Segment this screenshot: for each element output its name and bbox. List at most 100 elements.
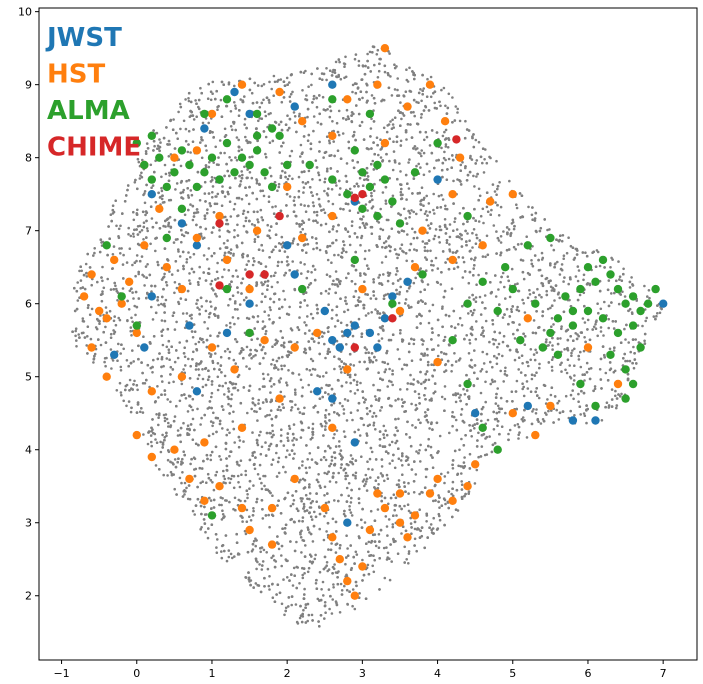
- background-point: [388, 52, 391, 55]
- background-point: [325, 371, 328, 375]
- background-point: [135, 384, 139, 387]
- background-point: [79, 279, 83, 282]
- background-point: [223, 393, 226, 396]
- background-point: [484, 319, 488, 323]
- background-point: [472, 174, 475, 178]
- background-point: [258, 477, 262, 481]
- background-point: [599, 307, 603, 311]
- background-point: [282, 80, 286, 83]
- background-point: [377, 69, 381, 73]
- background-point: [100, 299, 104, 303]
- background-point: [385, 546, 388, 549]
- background-point: [245, 345, 249, 349]
- background-point: [162, 413, 166, 417]
- background-point: [199, 481, 202, 485]
- background-point: [145, 227, 149, 230]
- background-point: [181, 312, 185, 315]
- background-point: [594, 265, 598, 269]
- background-point: [437, 194, 441, 198]
- background-point: [532, 353, 536, 356]
- background-point: [258, 387, 261, 391]
- background-point: [421, 240, 425, 243]
- background-point: [371, 159, 375, 163]
- background-point: [374, 544, 378, 548]
- background-point: [391, 369, 394, 373]
- background-point: [191, 397, 195, 401]
- background-point: [212, 161, 215, 164]
- background-point: [403, 504, 406, 508]
- background-point: [206, 472, 210, 476]
- background-point: [426, 421, 430, 424]
- background-point: [203, 505, 206, 509]
- background-point: [244, 268, 247, 271]
- background-point: [264, 155, 268, 159]
- background-point: [112, 319, 116, 323]
- background-point: [283, 613, 286, 617]
- background-point: [403, 545, 407, 549]
- background-point: [499, 205, 503, 209]
- background-point: [442, 156, 446, 160]
- background-point: [354, 474, 357, 478]
- background-point: [271, 429, 275, 433]
- background-point: [481, 350, 485, 354]
- background-point: [501, 316, 505, 319]
- background-point: [559, 363, 562, 367]
- background-point: [128, 247, 132, 250]
- background-point: [475, 233, 478, 237]
- background-point: [583, 336, 586, 339]
- background-point: [209, 454, 212, 457]
- background-point: [345, 419, 349, 422]
- background-point: [628, 359, 632, 363]
- background-point: [276, 535, 279, 538]
- background-point: [112, 210, 116, 214]
- background-point: [491, 322, 495, 326]
- background-point: [149, 434, 153, 437]
- background-point: [317, 341, 321, 345]
- background-point: [129, 326, 133, 329]
- background-point: [180, 240, 183, 244]
- background-point: [338, 401, 342, 405]
- background-point: [340, 589, 344, 592]
- background-point: [273, 120, 277, 124]
- background-point: [102, 330, 105, 334]
- background-point: [451, 424, 454, 428]
- background-point: [262, 356, 265, 360]
- background-point: [194, 342, 197, 346]
- background-point: [372, 294, 376, 297]
- background-point: [254, 544, 257, 548]
- background-point: [570, 351, 573, 355]
- background-point: [607, 279, 611, 282]
- background-point: [247, 317, 251, 321]
- background-point: [272, 274, 276, 278]
- background-point: [473, 482, 477, 485]
- background-point: [172, 380, 175, 384]
- background-point: [248, 515, 251, 518]
- background-point: [287, 263, 290, 266]
- background-point: [444, 352, 448, 356]
- background-point: [160, 355, 164, 359]
- background-point: [276, 264, 280, 268]
- background-point: [474, 300, 478, 304]
- background-point: [339, 466, 343, 470]
- background-point: [142, 275, 146, 278]
- background-point: [377, 221, 381, 224]
- background-point: [186, 150, 190, 154]
- background-point: [444, 207, 447, 211]
- background-point: [158, 196, 162, 199]
- background-point: [233, 101, 236, 104]
- background-point: [232, 358, 236, 362]
- background-point: [547, 409, 550, 413]
- background-point: [114, 199, 117, 202]
- background-point: [395, 252, 398, 256]
- background-point: [206, 378, 210, 382]
- background-point: [198, 308, 201, 311]
- background-point: [579, 365, 583, 369]
- background-point: [260, 568, 264, 571]
- background-point: [132, 360, 135, 363]
- background-point: [441, 134, 445, 138]
- background-point: [456, 111, 459, 114]
- background-point: [277, 368, 280, 371]
- background-point: [337, 75, 341, 78]
- background-point: [429, 249, 432, 253]
- background-point: [398, 162, 401, 165]
